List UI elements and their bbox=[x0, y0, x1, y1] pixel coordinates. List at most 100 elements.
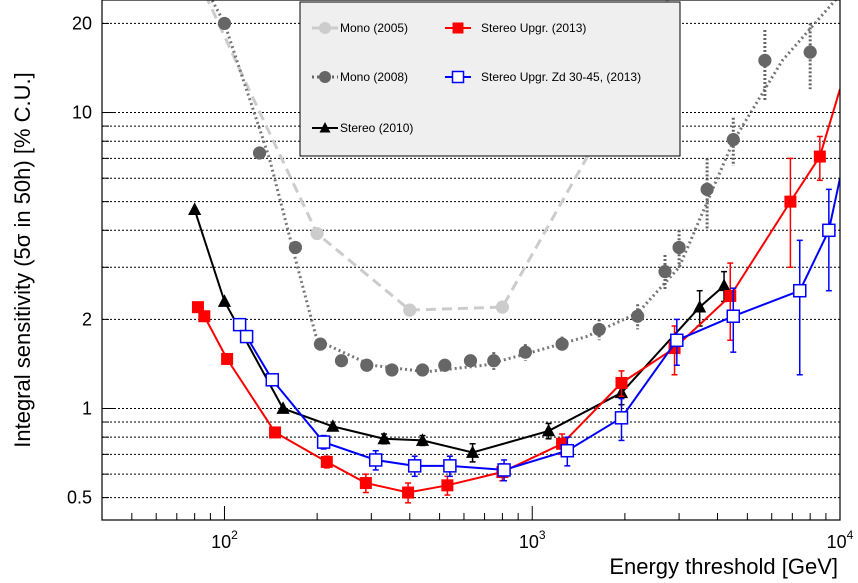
data-point bbox=[239, 329, 254, 344]
data-point bbox=[452, 22, 464, 34]
data-point bbox=[288, 240, 302, 255]
data-point bbox=[726, 133, 740, 147]
series-mono-2008- bbox=[217, 16, 817, 377]
x-axis-title: Energy threshold [GeV] bbox=[609, 554, 838, 579]
data-point bbox=[403, 303, 417, 317]
data-point bbox=[359, 477, 372, 490]
data-point bbox=[463, 354, 478, 368]
data-point bbox=[252, 146, 267, 160]
data-point bbox=[631, 309, 645, 323]
data-point bbox=[326, 419, 340, 432]
data-point bbox=[265, 373, 280, 387]
data-point bbox=[318, 21, 332, 35]
data-point bbox=[276, 401, 290, 414]
curve-tail bbox=[827, 177, 840, 231]
data-point bbox=[615, 376, 628, 389]
y-tick-label: 0.5 bbox=[67, 488, 92, 508]
series-line bbox=[193, 209, 725, 454]
data-point bbox=[700, 182, 714, 196]
data-point bbox=[560, 443, 575, 458]
data-point bbox=[758, 53, 772, 68]
axes: 102 103 104 0.5 1 2 10 20 bbox=[67, 13, 854, 552]
data-point bbox=[232, 317, 247, 332]
data-point bbox=[415, 363, 430, 377]
data-point bbox=[793, 283, 807, 298]
data-point bbox=[726, 309, 741, 323]
legend: Mono (2005) Mono (2008) Stereo (2010) Stere… bbox=[299, 1, 681, 157]
y-axis-title: Integral sensitivity (5σ in 50h) [% C.U.… bbox=[10, 72, 35, 448]
data-point bbox=[465, 445, 480, 458]
data-point bbox=[310, 226, 324, 241]
series-layer bbox=[188, 16, 836, 504]
data-point bbox=[320, 455, 333, 468]
legend-label: Stereo Upgr. Zd 30-45, (2013) bbox=[481, 70, 641, 84]
data-point bbox=[319, 122, 331, 133]
curve-line bbox=[210, 0, 838, 374]
legend-label: Stereo Upgr. (2013) bbox=[481, 21, 586, 35]
data-point bbox=[541, 423, 556, 437]
legend-entry: Stereo (2010) bbox=[312, 121, 413, 135]
y-tick-label: 20 bbox=[72, 13, 92, 33]
data-point bbox=[217, 16, 232, 31]
data-point bbox=[385, 363, 399, 377]
legend-entry: Mono (2008) bbox=[312, 70, 408, 84]
data-point bbox=[813, 150, 826, 163]
x-tick-label: 104 bbox=[827, 528, 854, 552]
series-line bbox=[238, 229, 830, 471]
legend-entry: Mono (2005) bbox=[312, 21, 408, 35]
legend-label: Stereo (2010) bbox=[340, 121, 413, 135]
data-point bbox=[658, 265, 672, 279]
data-point bbox=[402, 486, 415, 499]
data-point bbox=[822, 223, 836, 238]
data-point bbox=[318, 70, 332, 84]
series-stereo-2010- bbox=[188, 202, 731, 463]
y-tick-label: 2 bbox=[82, 309, 92, 329]
curve-line bbox=[206, 0, 670, 312]
data-point bbox=[592, 322, 606, 337]
data-point bbox=[377, 431, 391, 445]
data-point bbox=[221, 352, 234, 365]
data-point bbox=[555, 337, 569, 351]
data-point bbox=[316, 435, 331, 449]
plot-frame bbox=[101, 0, 841, 521]
data-point bbox=[407, 459, 422, 473]
legend-entry: Stereo Upgr. Zd 30-45, (2013) bbox=[445, 70, 641, 84]
legend-box bbox=[299, 1, 681, 157]
legend-entry: Stereo Upgr. (2013) bbox=[445, 21, 586, 35]
data-point bbox=[724, 289, 737, 302]
data-point bbox=[693, 299, 707, 313]
data-point bbox=[217, 294, 232, 307]
data-point bbox=[360, 358, 374, 372]
data-point bbox=[438, 358, 452, 372]
data-point bbox=[368, 453, 383, 467]
data-point bbox=[451, 70, 465, 84]
series-stereo-upgr-zd-30-45-2013- bbox=[232, 188, 836, 482]
data-point bbox=[198, 310, 211, 323]
x-tick-label: 102 bbox=[211, 528, 238, 552]
data-point bbox=[614, 411, 629, 425]
data-point bbox=[803, 45, 817, 59]
data-point bbox=[443, 459, 457, 473]
y-tick-label: 1 bbox=[82, 398, 92, 418]
legend-label: Mono (2005) bbox=[340, 21, 408, 35]
curve-tail bbox=[818, 88, 840, 157]
data-point bbox=[717, 278, 731, 292]
data-point bbox=[495, 300, 510, 314]
data-point bbox=[670, 333, 684, 348]
x-tick-label: 103 bbox=[519, 528, 546, 552]
data-point bbox=[672, 240, 686, 255]
legend-label: Mono (2008) bbox=[340, 70, 408, 84]
data-point bbox=[518, 345, 532, 359]
data-point bbox=[487, 354, 501, 368]
data-point bbox=[784, 195, 797, 208]
data-point bbox=[415, 433, 430, 446]
data-point bbox=[313, 337, 328, 351]
data-point bbox=[497, 463, 511, 477]
data-point bbox=[191, 301, 204, 314]
y-tick-label: 10 bbox=[72, 103, 92, 123]
data-point bbox=[188, 202, 202, 215]
data-point bbox=[441, 479, 454, 492]
series-mono-2005- bbox=[310, 134, 594, 317]
data-point bbox=[334, 354, 349, 368]
